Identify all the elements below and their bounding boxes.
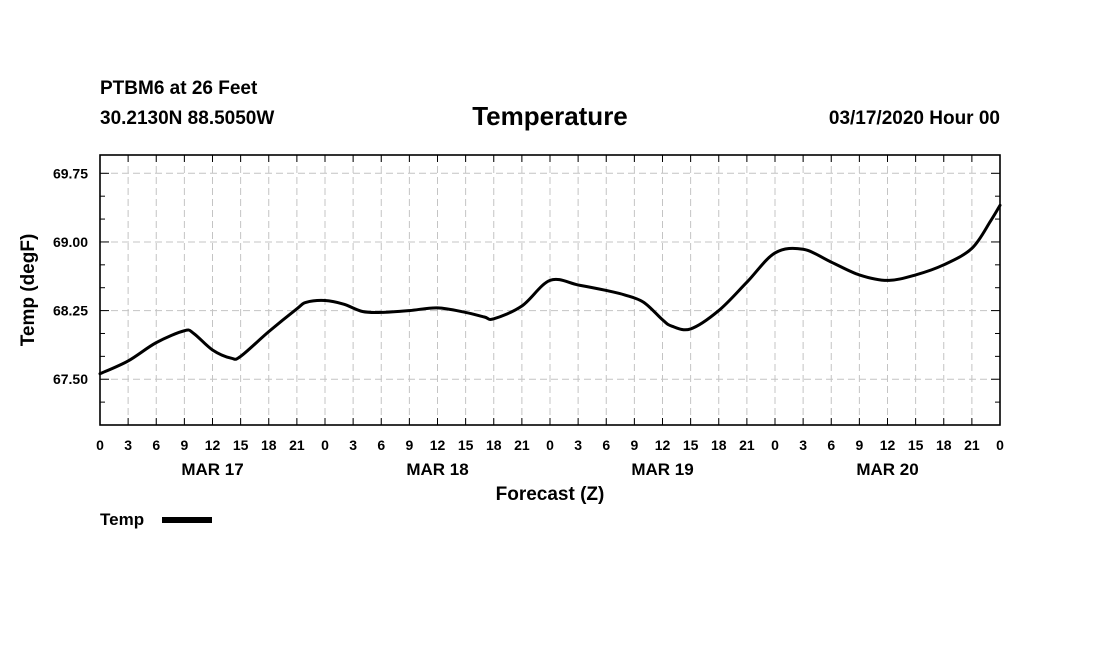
plot-frame <box>99 154 1001 426</box>
x-tick-label: 18 <box>936 437 952 453</box>
x-tick-label: 21 <box>289 437 305 453</box>
y-tick-label: 68.25 <box>53 303 88 319</box>
x-tick-label: 3 <box>349 437 357 453</box>
series-layer <box>98 203 1002 376</box>
x-tick-label: 9 <box>180 437 188 453</box>
x-tick-label: 15 <box>458 437 474 453</box>
day-label: MAR 17 <box>181 460 243 479</box>
x-tick-label: 9 <box>855 437 863 453</box>
y-axis-title: Temp (degF) <box>18 234 39 347</box>
x-tick-label: 12 <box>880 437 896 453</box>
x-tick-label: 0 <box>96 437 104 453</box>
day-label: MAR 19 <box>631 460 693 479</box>
x-tick-label: 18 <box>711 437 727 453</box>
x-tick-label: 9 <box>405 437 413 453</box>
legend-label: Temp <box>100 510 144 529</box>
x-tick-label: 18 <box>486 437 502 453</box>
x-tick-label: 3 <box>124 437 132 453</box>
tick-labels: 0 3 6 9 12 15 18 21 0 3 6 9 12 15 18 21 0 3 6 9 12 15 18 21 0 3 6 9… <box>53 165 1004 479</box>
temp-series-line <box>98 203 1002 376</box>
x-tick-label: 21 <box>514 437 530 453</box>
x-tick-label: 9 <box>630 437 638 453</box>
x-tick-label: 18 <box>261 437 277 453</box>
y-tick-label: 67.50 <box>53 371 88 387</box>
day-label: MAR 18 <box>406 460 468 479</box>
axis-ticks <box>99 155 1001 426</box>
x-tick-label: 21 <box>739 437 755 453</box>
x-tick-label: 0 <box>771 437 779 453</box>
x-tick-label: 12 <box>430 437 446 453</box>
x-tick-label: 21 <box>964 437 980 453</box>
x-tick-label: 15 <box>683 437 699 453</box>
x-tick-label: 0 <box>321 437 329 453</box>
x-tick-label: 15 <box>908 437 924 453</box>
x-tick-label: 12 <box>205 437 221 453</box>
x-tick-label: 12 <box>655 437 671 453</box>
x-tick-label: 0 <box>546 437 554 453</box>
y-tick-label: 69.75 <box>53 165 88 181</box>
y-tick-label: 69.00 <box>53 234 88 250</box>
x-axis-title: Forecast (Z) <box>496 484 605 505</box>
x-tick-label: 6 <box>602 437 610 453</box>
chart-title: Temperature <box>472 101 628 131</box>
x-tick-label: 6 <box>152 437 160 453</box>
x-tick-label: 6 <box>377 437 385 453</box>
x-tick-label: 3 <box>574 437 582 453</box>
forecast-date-label: 03/17/2020 Hour 00 <box>829 108 1000 129</box>
day-label: MAR 20 <box>856 460 918 479</box>
x-tick-label: 15 <box>233 437 249 453</box>
coordinates-label: 30.2130N 88.5050W <box>100 108 274 129</box>
gridlines <box>100 155 1000 425</box>
x-tick-label: 0 <box>996 437 1004 453</box>
station-label: PTBM6 at 26 Feet <box>100 78 258 99</box>
x-tick-label: 6 <box>827 437 835 453</box>
x-tick-label: 3 <box>799 437 807 453</box>
